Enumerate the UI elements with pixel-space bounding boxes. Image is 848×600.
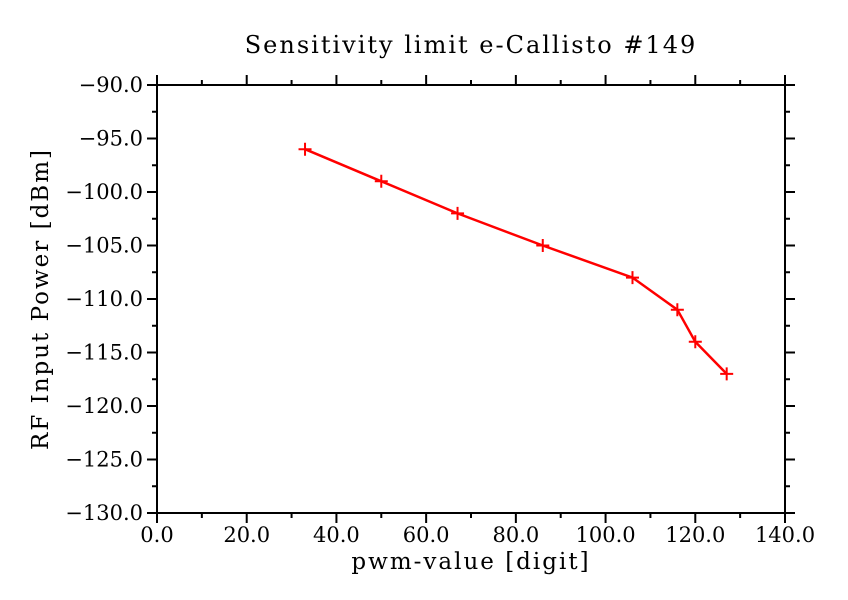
data-point-marker bbox=[688, 335, 702, 349]
data-point-marker bbox=[298, 142, 312, 156]
chart-title: Sensitivity limit e-Callisto #149 bbox=[245, 31, 698, 59]
x-axis-label: pwm-value [digit] bbox=[351, 549, 590, 575]
data-point-marker bbox=[670, 303, 684, 317]
data-point-marker bbox=[720, 367, 734, 381]
data-point-marker bbox=[374, 174, 388, 188]
y-axis-label: RF Input Power [dBm] bbox=[28, 148, 54, 450]
x-tick-label: 40.0 bbox=[313, 523, 360, 547]
y-tick-label: −105.0 bbox=[65, 234, 143, 258]
data-line bbox=[304, 148, 728, 375]
y-tick-label: −120.0 bbox=[65, 394, 143, 418]
x-tick-label: 80.0 bbox=[492, 523, 539, 547]
data-point-marker bbox=[625, 271, 639, 285]
axes: 0.0 20.0 40.0 60.0 80.0 100.0 120.0 140.0 −90.0 −… bbox=[65, 73, 815, 547]
plot-frame bbox=[156, 84, 786, 514]
data-point-marker bbox=[451, 206, 465, 220]
data-series bbox=[298, 142, 734, 381]
x-tick-label: 20.0 bbox=[223, 523, 270, 547]
x-tick-label: 140.0 bbox=[755, 523, 815, 547]
y-tick-label: −100.0 bbox=[65, 180, 143, 204]
x-tick-label: 120.0 bbox=[665, 523, 725, 547]
y-tick-label: −95.0 bbox=[79, 127, 143, 151]
y-tick-label: −125.0 bbox=[65, 448, 143, 472]
y-tick-label: −115.0 bbox=[65, 341, 143, 365]
x-tick-label: 60.0 bbox=[403, 523, 450, 547]
y-tick-label: −90.0 bbox=[79, 73, 143, 97]
x-tick-label: 0.0 bbox=[140, 523, 173, 547]
y-tick-label: −130.0 bbox=[65, 501, 143, 525]
y-tick-label: −110.0 bbox=[65, 287, 143, 311]
x-tick-label: 100.0 bbox=[576, 523, 636, 547]
data-point-marker bbox=[536, 239, 550, 252]
